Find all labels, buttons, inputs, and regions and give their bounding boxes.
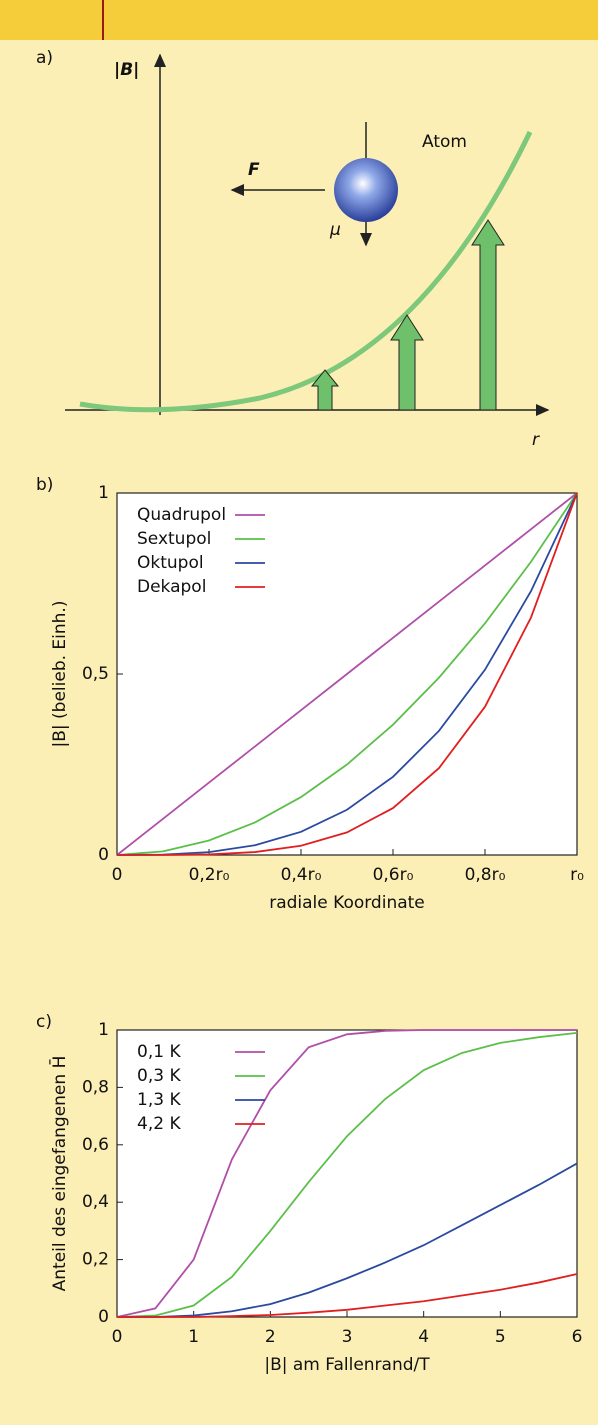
field-arrow	[390, 314, 424, 411]
series-line	[116, 492, 578, 856]
force-label: F	[248, 160, 260, 180]
y-tick-label: 0,6	[82, 1135, 109, 1155]
series-line	[116, 492, 578, 856]
y-tick-label: 0,8	[82, 1077, 109, 1097]
x-tick-label: 6	[572, 1327, 583, 1347]
x-tick-label: 0	[112, 865, 123, 885]
x-tick-label: 5	[495, 1327, 506, 1347]
y-axis-label: Anteil des eingefangenen H̄	[48, 1056, 70, 1292]
series-line	[116, 1031, 578, 1318]
moment-label: μ	[329, 220, 341, 240]
x-tick-label: 4	[418, 1327, 429, 1347]
legend-label: Oktupol	[137, 553, 204, 573]
panel-a: a) |B| Atom F μ r	[36, 48, 550, 450]
series-line	[117, 1273, 578, 1318]
x-axis-label: radiale Koordinate	[269, 893, 425, 913]
panel-label: a)	[36, 48, 53, 68]
legend-label: 0,3 K	[137, 1066, 181, 1086]
legend-label: Dekapol	[137, 577, 206, 597]
field-arrow	[310, 369, 340, 411]
x-tick-label: 1	[188, 1327, 199, 1347]
x-axis-label: |B| am Fallenrand/T	[264, 1355, 430, 1375]
panel-label: c)	[36, 1012, 52, 1032]
y-tick-label: 0	[98, 845, 109, 865]
plot-frame	[116, 1029, 578, 1318]
series-line	[117, 1162, 578, 1318]
x-tick-label: 0	[112, 1327, 123, 1347]
header-band	[0, 0, 598, 40]
field-curve	[79, 130, 533, 413]
y-tick-label: 1	[98, 1020, 109, 1040]
y-tick-label: 1	[98, 483, 109, 503]
y-tick-label: 0,5	[82, 664, 109, 684]
axis-label: r	[532, 430, 540, 450]
x-tick-label: 0,4r₀	[281, 865, 322, 885]
atom	[334, 158, 398, 222]
legend-label: Sextupol	[137, 529, 211, 549]
y-tick-label: 0	[98, 1307, 109, 1327]
series-line	[116, 1029, 577, 1318]
x-tick-label: 3	[342, 1327, 353, 1347]
x-tick-label: 0,2r₀	[189, 865, 230, 885]
y-tick-label: 0,2	[82, 1250, 109, 1270]
y-axis-label: |B| (belieb. Einh.)	[50, 601, 70, 748]
legend-label: 1,3 K	[137, 1090, 181, 1110]
series-line	[116, 492, 578, 856]
axis-label: |B|	[114, 60, 139, 80]
legend-label: 0,1 K	[137, 1042, 181, 1062]
series-line	[116, 492, 578, 856]
atom-label: Atom	[422, 132, 467, 152]
field-arrow	[471, 219, 505, 411]
x-tick-label: 0,6r₀	[373, 865, 414, 885]
x-tick-label: 0,8r₀	[465, 865, 506, 885]
y-tick-label: 0,4	[82, 1192, 109, 1212]
x-tick-label: r₀	[570, 865, 584, 885]
x-tick-label: 2	[265, 1327, 276, 1347]
legend-label: 4,2 K	[137, 1114, 181, 1134]
panel-label: b)	[36, 475, 53, 495]
legend-label: Quadrupol	[137, 505, 226, 525]
